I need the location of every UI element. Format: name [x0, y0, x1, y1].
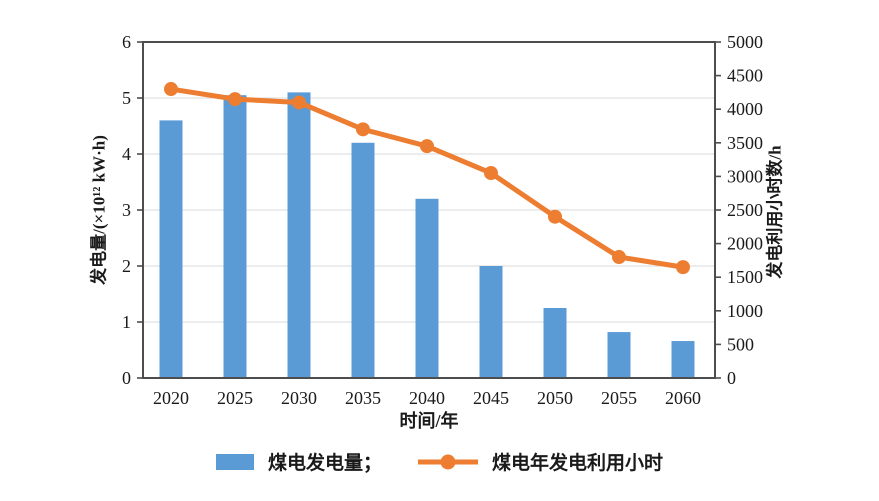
right-tick-label: 0: [727, 368, 736, 388]
legend-line-dot: [440, 454, 456, 469]
left-tick-label: 5: [122, 88, 131, 108]
left-axis-title: 发电量/(×10¹² kW·h): [89, 135, 109, 285]
x-tick-label: 2050: [537, 388, 573, 408]
bar-2035: [351, 142, 375, 378]
line-marker-2020: [164, 82, 178, 97]
bar-2060: [671, 341, 695, 378]
x-tick-label: 2060: [665, 388, 701, 408]
bar-2040: [415, 198, 439, 378]
right-tick-label: 2000: [727, 234, 763, 254]
right-tick-label: 3500: [727, 133, 763, 153]
left-tick-label: 2: [122, 256, 131, 276]
x-tick-label: 2025: [217, 388, 253, 408]
line-marker-2025: [228, 92, 242, 107]
line-legend-label: 煤电年发电利用小时: [492, 453, 664, 474]
right-tick-label: 3000: [727, 166, 763, 186]
x-tick-label: 2030: [281, 388, 317, 408]
bar-2025: [223, 95, 247, 378]
line-marker-2055: [612, 250, 626, 265]
x-axis-title: 时间/年: [399, 411, 459, 431]
right-tick-label: 4000: [727, 99, 763, 119]
x-tick-label: 2055: [601, 388, 637, 408]
right-tick-label: 4500: [727, 66, 763, 86]
right-tick-label: 2500: [727, 200, 763, 220]
right-tick-label: 5000: [727, 32, 763, 52]
left-tick-label: 3: [122, 200, 131, 220]
x-tick-label: 2040: [409, 388, 445, 408]
bar-2055: [607, 332, 631, 378]
bar-2020: [159, 120, 183, 379]
right-axis-title: 发电利用小时数/h: [765, 145, 785, 279]
bar-2045: [479, 266, 503, 378]
legend: 煤电发电量； 煤电年发电利用小时: [0, 448, 879, 475]
line-marker-2050: [548, 209, 562, 224]
right-tick-label: 1500: [727, 267, 763, 287]
left-tick-label: 6: [122, 32, 131, 52]
line-marker-2040: [420, 139, 434, 154]
left-tick-label: 0: [122, 368, 131, 388]
line-marker-icon: [418, 454, 478, 469]
line-marker-2045: [484, 166, 498, 181]
line-marker-2030: [292, 95, 306, 110]
x-tick-label: 2035: [345, 388, 381, 408]
x-tick-label: 2045: [473, 388, 509, 408]
x-tick-label: 2020: [153, 388, 189, 408]
right-tick-label: 1000: [727, 301, 763, 321]
line-marker-2035: [356, 122, 370, 137]
bar-2050: [543, 308, 567, 378]
bar-legend-swatch: [215, 453, 254, 470]
left-tick-label: 1: [122, 312, 131, 332]
line-legend-marker: [416, 453, 480, 471]
left-tick-label: 4: [122, 144, 131, 164]
bar-2030: [287, 92, 311, 379]
right-tick-label: 500: [727, 334, 754, 354]
line-marker-2060: [676, 260, 690, 275]
bar-legend-label: 煤电发电量；: [267, 453, 382, 474]
